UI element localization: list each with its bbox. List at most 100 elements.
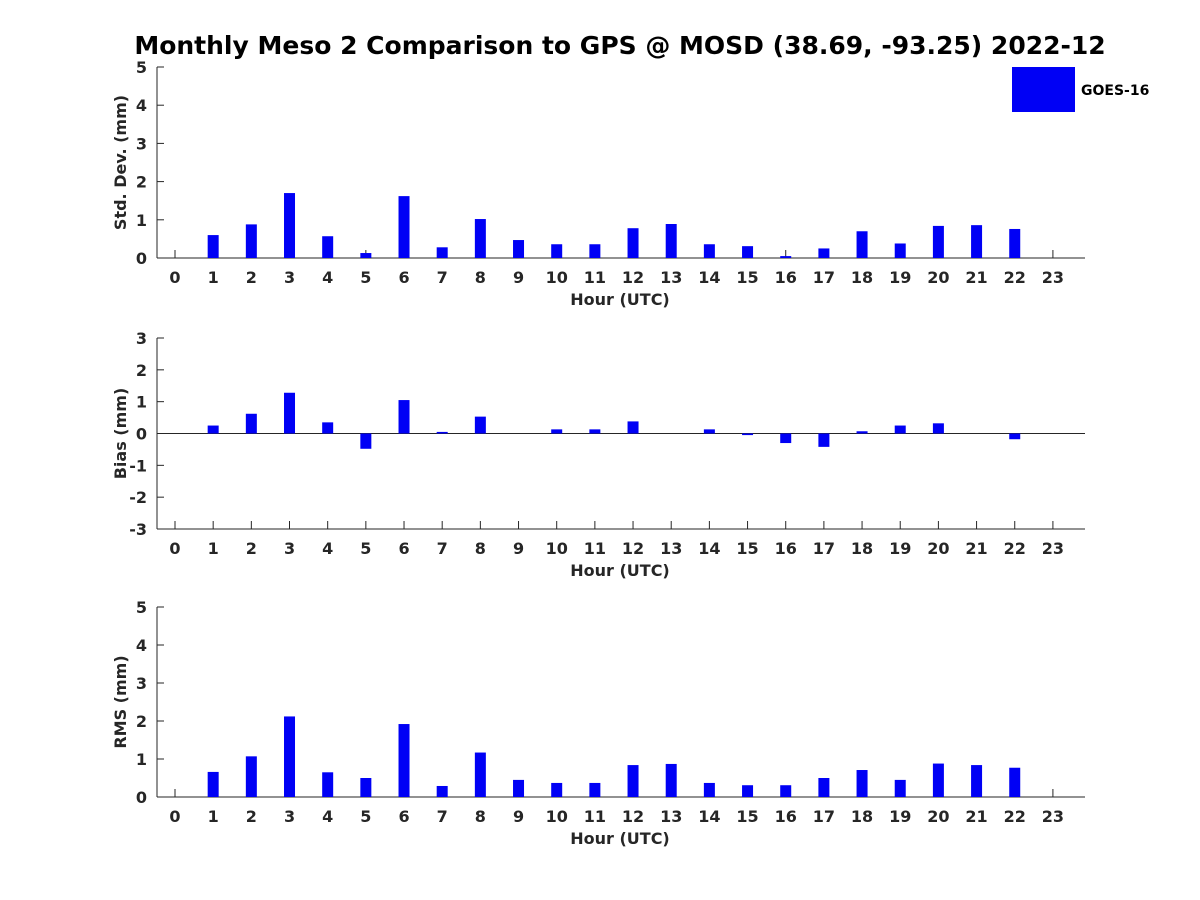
rms-x-tick-label: 12: [622, 807, 644, 826]
rms-x-tick-label: 11: [584, 807, 606, 826]
rms-bar-hour-19: [894, 779, 906, 797]
bias-bar-hour-2: [245, 413, 257, 434]
std-dev-bar-hour-14: [703, 244, 715, 258]
std-dev-x-tick-label: 6: [398, 268, 409, 287]
rms-x-tick-label: 2: [246, 807, 257, 826]
std-dev-bar-hour-3: [284, 193, 296, 258]
std-dev-bar-hour-20: [932, 225, 944, 258]
bias-bar-hour-11: [589, 429, 601, 434]
rms-x-tick-label: 16: [775, 807, 797, 826]
bias-x-tick-label: 6: [398, 539, 409, 558]
std-dev-bar-hour-11: [589, 244, 601, 258]
rms-bar-hour-12: [627, 765, 639, 797]
rms-bar-hour-17: [818, 778, 830, 797]
bias-x-tick-label: 11: [584, 539, 606, 558]
std-dev-y-tick-label: 3: [136, 134, 147, 153]
rms-x-axis-label: Hour (UTC): [570, 829, 670, 848]
bias-y-tick-label: -3: [129, 520, 147, 539]
rms-x-tick-label: 4: [322, 807, 333, 826]
bias-x-tick-label: 17: [813, 539, 835, 558]
rms-bar-hour-10: [551, 782, 563, 797]
rms-x-tick-label: 1: [208, 807, 219, 826]
rms-y-axis-label: RMS (mm): [111, 655, 130, 748]
std-dev-bar-hour-13: [665, 224, 677, 258]
std-dev-y-tick-label: 5: [136, 58, 147, 77]
std-dev-y-axis-label: Std. Dev. (mm): [111, 95, 130, 230]
rms-bar-hour-16: [780, 785, 792, 797]
bias-x-tick-label: 22: [1004, 539, 1026, 558]
std-dev-x-tick-label: 3: [284, 268, 295, 287]
bias-y-tick-label: -1: [129, 456, 147, 475]
rms-x-tick-label: 6: [398, 807, 409, 826]
std-dev-x-tick-label: 15: [736, 268, 758, 287]
rms-x-tick-label: 14: [698, 807, 720, 826]
bias-bar-hour-19: [894, 425, 906, 434]
rms-bar-hour-11: [589, 782, 601, 797]
bias-bar-hour-16: [780, 433, 792, 444]
std-dev-x-tick-label: 10: [546, 268, 568, 287]
std-dev-bar-hour-4: [322, 236, 334, 258]
std-dev-bar-hour-10: [551, 244, 563, 258]
std-dev-bar-hour-5: [360, 253, 372, 258]
rms-bar-hour-3: [284, 716, 296, 797]
std-dev-x-tick-label: 20: [927, 268, 949, 287]
std-dev-x-tick-label: 2: [246, 268, 257, 287]
bias-bar-hour-10: [551, 429, 563, 434]
std-dev-bar-hour-12: [627, 228, 639, 258]
std-dev-x-tick-label: 22: [1004, 268, 1026, 287]
bias-bar-hour-7: [436, 431, 448, 434]
rms-x-tick-label: 7: [437, 807, 448, 826]
bias-x-tick-label: 1: [208, 539, 219, 558]
rms-x-tick-label: 0: [169, 807, 180, 826]
std-dev-bar-hour-1: [207, 235, 219, 258]
bias-bar-hour-3: [284, 392, 296, 434]
std-dev-x-tick-label: 8: [475, 268, 486, 287]
rms-y-tick-label: 5: [136, 598, 147, 617]
rms-bar-hour-15: [742, 785, 754, 797]
bias-x-tick-label: 10: [546, 539, 568, 558]
bias-x-tick-label: 0: [169, 539, 180, 558]
rms-bar-hour-4: [322, 772, 334, 797]
rms-bar-hour-18: [856, 770, 868, 797]
bias-x-tick-label: 9: [513, 539, 524, 558]
bias-y-tick-label: 0: [136, 425, 147, 444]
bias-x-tick-label: 12: [622, 539, 644, 558]
std-dev-x-tick-label: 19: [889, 268, 911, 287]
rms-bar-hour-14: [703, 782, 715, 797]
std-dev-bar-hour-22: [1009, 228, 1021, 258]
std-dev-x-tick-label: 23: [1042, 268, 1064, 287]
rms-x-tick-label: 23: [1042, 807, 1064, 826]
rms-x-tick-label: 9: [513, 807, 524, 826]
rms-y-tick-label: 4: [136, 636, 147, 655]
std-dev-bar-hour-18: [856, 231, 868, 258]
std-dev-x-tick-label: 0: [169, 268, 180, 287]
rms-x-tick-label: 5: [360, 807, 371, 826]
bias-bar-hour-14: [703, 429, 715, 434]
bias-bar-hour-15: [742, 433, 754, 436]
bias-bar-hour-4: [322, 422, 334, 434]
bias-x-tick-label: 7: [437, 539, 448, 558]
std-dev-x-tick-label: 4: [322, 268, 333, 287]
rms-x-tick-label: 10: [546, 807, 568, 826]
rms-bar-hour-2: [245, 756, 257, 797]
bias-x-tick-label: 8: [475, 539, 486, 558]
bias-bar-hour-22: [1009, 433, 1021, 440]
std-dev-y-tick-label: 4: [136, 96, 147, 115]
std-dev-x-tick-label: 1: [208, 268, 219, 287]
legend: GOES-16: [1012, 67, 1149, 112]
bias-x-tick-label: 20: [927, 539, 949, 558]
bias-bar-hour-12: [627, 421, 639, 434]
bias-y-axis-label: Bias (mm): [111, 388, 130, 480]
bias-x-tick-label: 2: [246, 539, 257, 558]
bias-x-tick-label: 18: [851, 539, 873, 558]
std-dev-x-tick-label: 17: [813, 268, 835, 287]
std-dev-x-tick-label: 5: [360, 268, 371, 287]
bias-x-tick-label: 5: [360, 539, 371, 558]
rms-bar-hour-13: [665, 763, 677, 797]
bias-y-tick-label: 2: [136, 361, 147, 380]
rms-bar-hour-5: [360, 778, 372, 797]
std-dev-x-tick-label: 16: [775, 268, 797, 287]
rms-x-tick-label: 22: [1004, 807, 1026, 826]
